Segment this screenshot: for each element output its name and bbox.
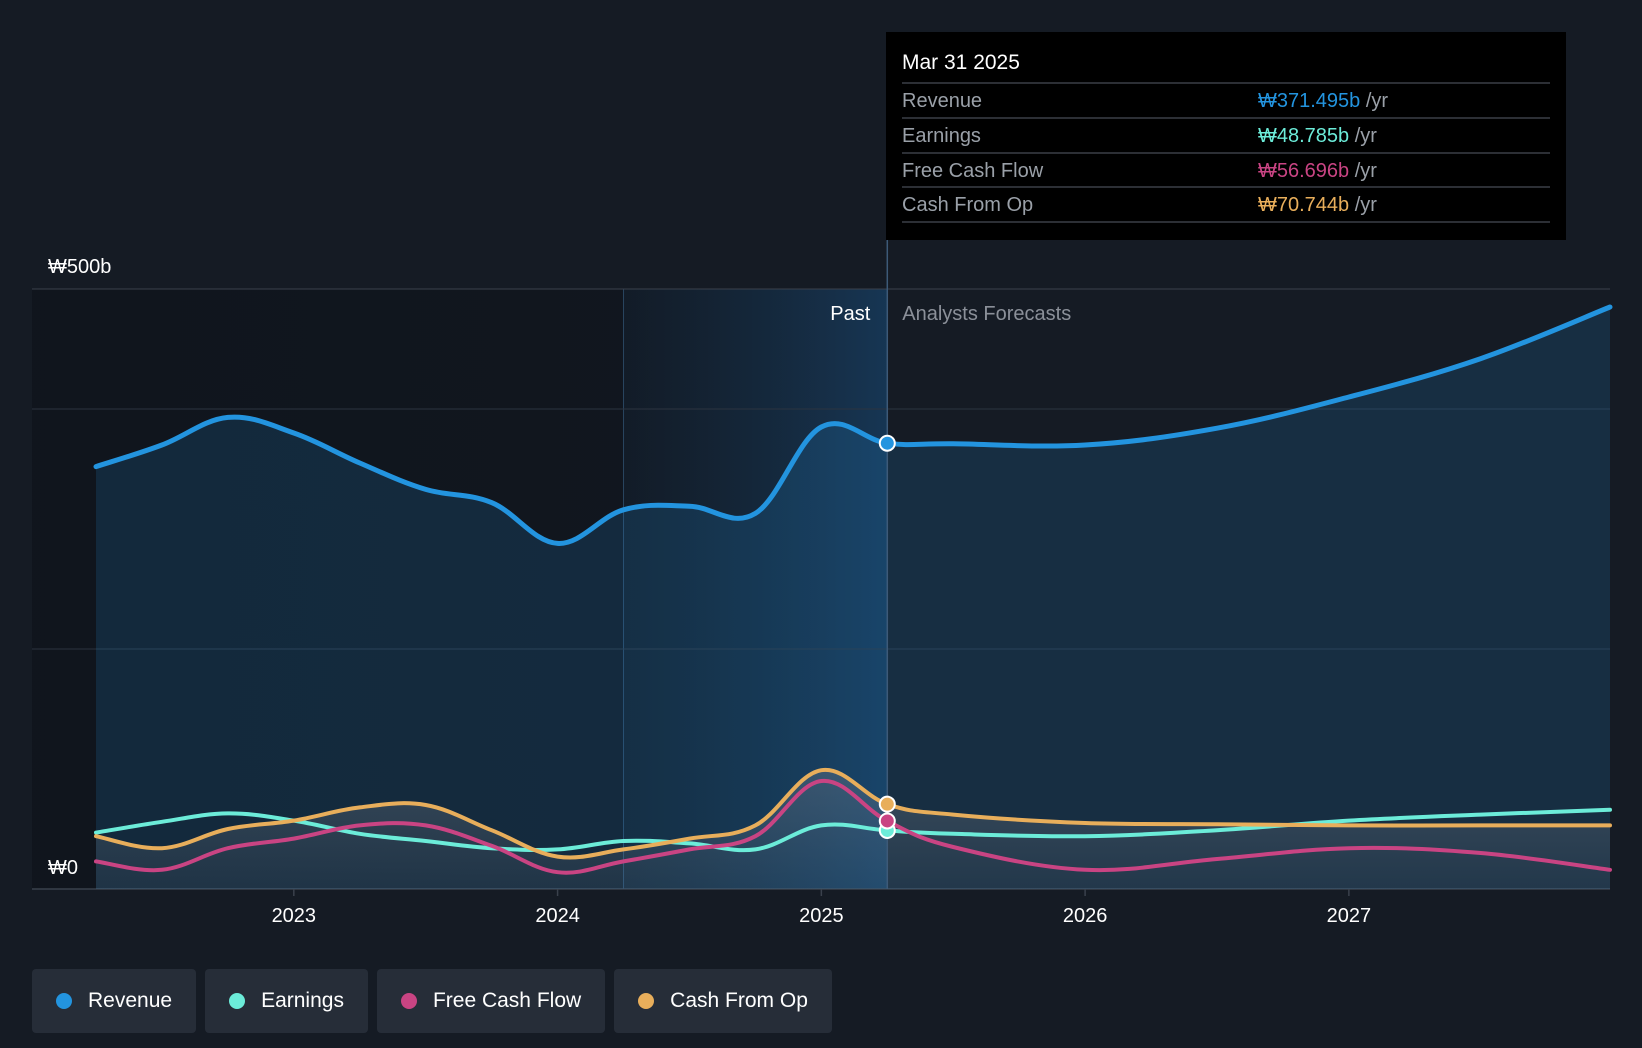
x-tick-label-2024: 2024: [535, 905, 580, 927]
free-cash-flow-marker: [878, 812, 896, 830]
legend-item-free-cash-flow[interactable]: Free Cash Flow: [376, 969, 606, 1033]
tooltip-value-cash-from-op: ₩70.744b /yr: [1258, 194, 1377, 216]
tooltip-value-free-cash-flow: ₩56.696b /yr: [1258, 160, 1377, 182]
chart-axis-labels: Past Analysts Forecasts ₩500b ₩0 2023 2024 202…: [48, 256, 1371, 927]
free-cash-flow-line: [94, 778, 1612, 875]
cash-from-op-dot-icon: [638, 993, 655, 1009]
tooltip-date: Mar 31 2025: [902, 51, 1020, 74]
forecast-label: Analysts Forecasts: [902, 303, 1071, 325]
chart-markers: [878, 240, 896, 889]
legend: Revenue Earnings Free Cash Flow Cash Fro…: [32, 969, 832, 1033]
tooltip-label-earnings: Earnings: [902, 125, 981, 147]
x-tick-label-2023: 2023: [272, 905, 317, 927]
legend-item-earnings[interactable]: Earnings: [205, 969, 368, 1033]
tooltip-value-revenue: ₩371.495b /yr: [1258, 90, 1388, 112]
legend-label-earnings: Earnings: [261, 989, 344, 1012]
x-tick-label-2027: 2027: [1327, 905, 1372, 927]
revenue-marker: [878, 434, 896, 452]
revenue-area: [96, 307, 1610, 889]
legend-label-cash-from-op: Cash From Op: [670, 989, 808, 1012]
revenue-dot-icon: [56, 993, 72, 1009]
tooltip-label-free-cash-flow: Free Cash Flow: [902, 160, 1044, 182]
past-label: Past: [830, 303, 870, 325]
cash-from-op-marker: [878, 795, 896, 813]
chart-background-layer: [32, 289, 888, 889]
legend-label-free-cash-flow: Free Cash Flow: [432, 989, 582, 1012]
tooltip-value-earnings: ₩48.785b /yr: [1258, 125, 1377, 147]
tooltip-label-cash-from-op: Cash From Op: [902, 194, 1033, 216]
y-tick-label-0: ₩0: [48, 857, 78, 879]
revenue-line: [93, 304, 1613, 546]
y-tick-label-500: ₩500b: [48, 256, 111, 278]
tooltip-label-revenue: Revenue: [902, 90, 982, 112]
chart-tooltip: Mar 31 2025 Revenue ₩371.495b /yr Earnings ₩…: [886, 32, 1566, 240]
legend-item-revenue[interactable]: Revenue: [32, 969, 197, 1033]
x-tick-label-2025: 2025: [799, 905, 844, 927]
earnings-dot-icon: [229, 993, 246, 1009]
free-cash-flow-dot-icon: [400, 993, 417, 1009]
cash-from-op-line: [94, 768, 1612, 860]
legend-label-revenue: Revenue: [88, 989, 173, 1012]
tooltip-box: [886, 32, 1566, 240]
x-tick-label-2026: 2026: [1063, 905, 1108, 927]
legend-item-cash-from-op[interactable]: Cash From Op: [614, 969, 832, 1033]
chart-series-lines: [93, 304, 1613, 875]
